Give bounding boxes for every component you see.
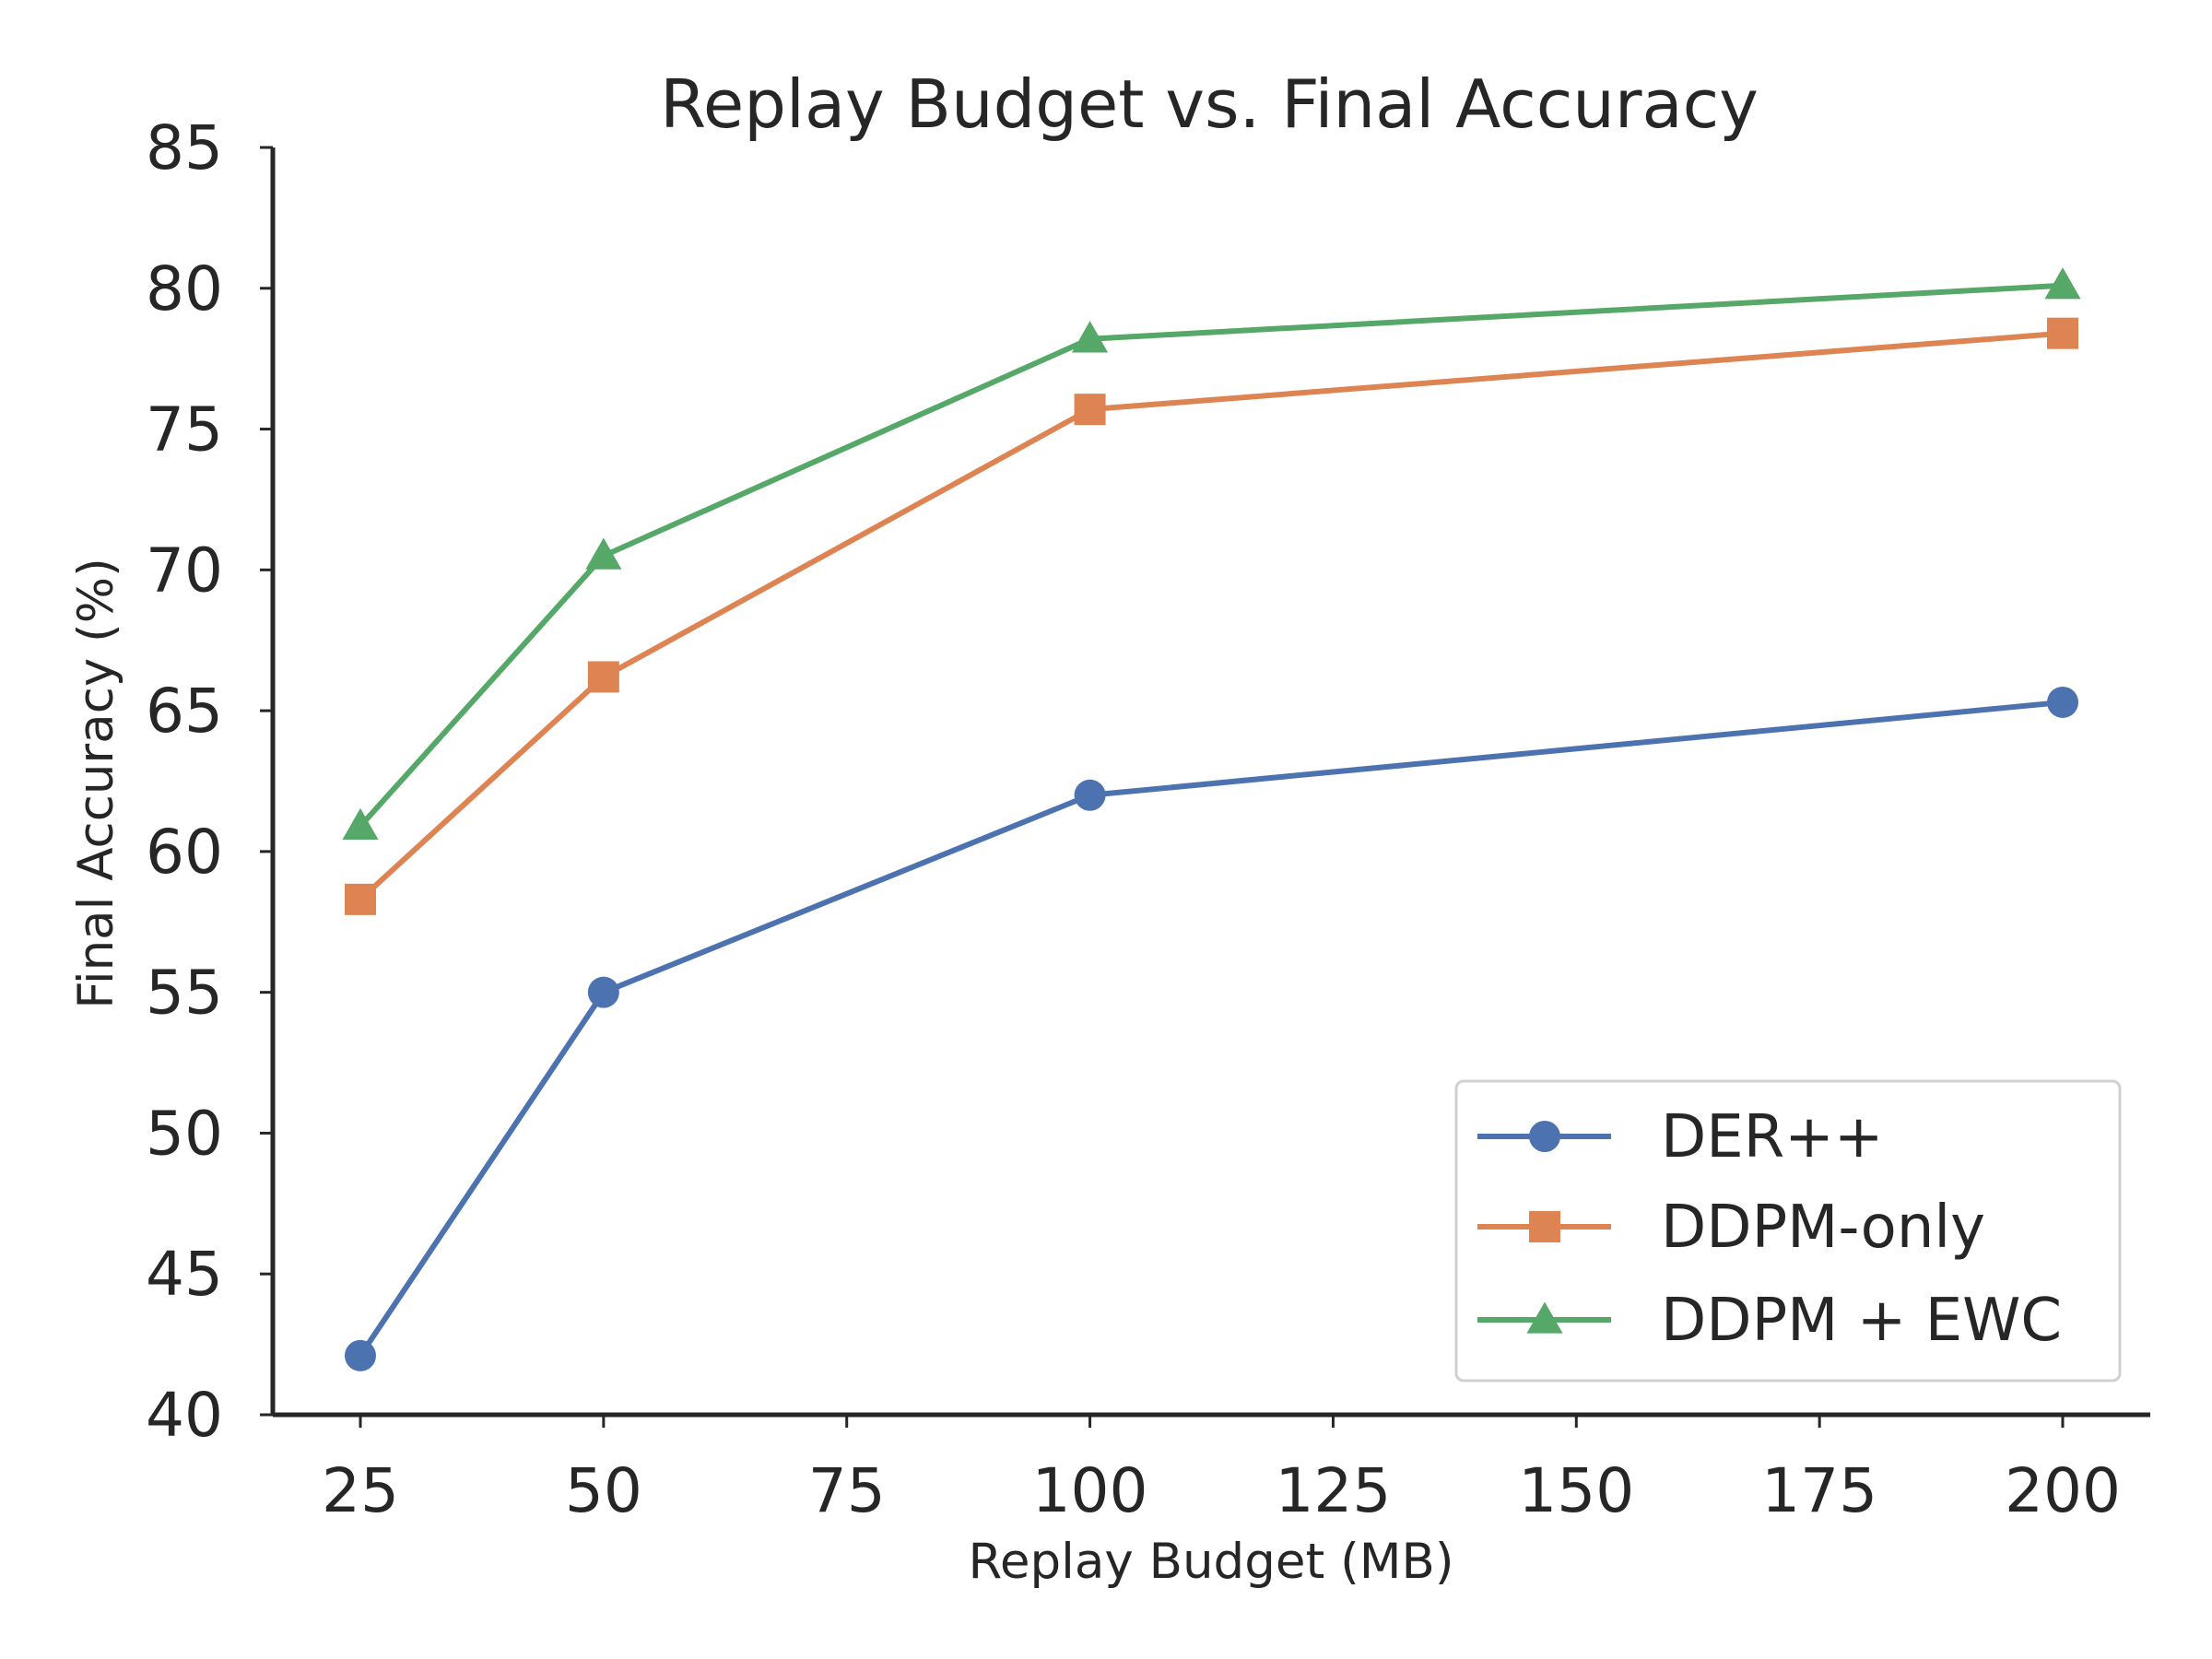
y-tick-label: 55 <box>146 958 223 1029</box>
legend-item: DDPM-only <box>1477 1194 1985 1262</box>
data-point <box>587 661 619 693</box>
y-axis-title: Final Accuracy (%) <box>68 558 124 1009</box>
data-point <box>1074 394 1106 426</box>
legend-label: DER++ <box>1661 1103 1883 1171</box>
data-point <box>1074 779 1106 811</box>
legend-frame <box>1454 1079 2122 1382</box>
x-tick-label: 175 <box>1761 1455 1877 1526</box>
y-tick-label: 85 <box>146 112 223 183</box>
data-point <box>344 883 376 915</box>
data-point <box>1072 321 1109 353</box>
y-tick-label: 65 <box>146 676 223 747</box>
series-ddpm-ewc <box>342 267 2081 841</box>
data-point <box>587 976 619 1008</box>
series-line <box>358 330 2064 902</box>
y-tick-label: 60 <box>146 817 223 888</box>
x-tick-label: 200 <box>2005 1455 2121 1526</box>
y-tick-label: 40 <box>146 1380 223 1451</box>
chart-title: Replay Budget vs. Final Accuracy <box>660 65 1759 143</box>
series-der- <box>344 686 2079 1371</box>
legend-item: DER++ <box>1477 1103 1883 1171</box>
legend: DER++ DDPM-only DDPM + EWC <box>1454 1079 2122 1382</box>
x-tick-label: 75 <box>808 1455 886 1526</box>
x-axis-title: Replay Budget (MB) <box>968 1534 1453 1590</box>
legend-marker <box>1529 1211 1560 1242</box>
x-tick-label: 25 <box>322 1455 399 1526</box>
legend-marker <box>1526 1301 1563 1334</box>
y-tick-label: 50 <box>146 1098 223 1169</box>
data-point <box>342 807 379 841</box>
data-point <box>344 1339 376 1371</box>
y-tick-label: 45 <box>146 1239 223 1310</box>
x-axis-ticks: 25 50 75 100 125 150 175 200 <box>322 1415 2121 1526</box>
series-layer <box>342 267 2081 1371</box>
data-point <box>2047 317 2079 349</box>
y-axis-ticks: 40 45 50 55 60 65 70 75 80 85 <box>146 112 273 1451</box>
series-ddpm-only <box>344 317 2079 915</box>
series-line <box>358 282 2064 829</box>
y-tick-label: 75 <box>146 394 223 465</box>
y-tick-label: 80 <box>146 253 223 324</box>
x-tick-label: 125 <box>1275 1455 1391 1526</box>
data-point <box>585 537 622 570</box>
y-tick-label: 70 <box>146 535 223 606</box>
legend-item: DDPM + EWC <box>1477 1287 2062 1355</box>
series-line <box>358 699 2064 1358</box>
data-point <box>2047 686 2079 718</box>
legend-label: DDPM + EWC <box>1661 1287 2062 1355</box>
x-tick-label: 100 <box>1032 1455 1148 1526</box>
x-tick-label: 150 <box>1518 1455 1634 1526</box>
data-point <box>2044 267 2081 300</box>
legend-label: DDPM-only <box>1661 1194 1985 1262</box>
x-tick-label: 50 <box>565 1455 642 1526</box>
legend-marker <box>1529 1121 1560 1152</box>
